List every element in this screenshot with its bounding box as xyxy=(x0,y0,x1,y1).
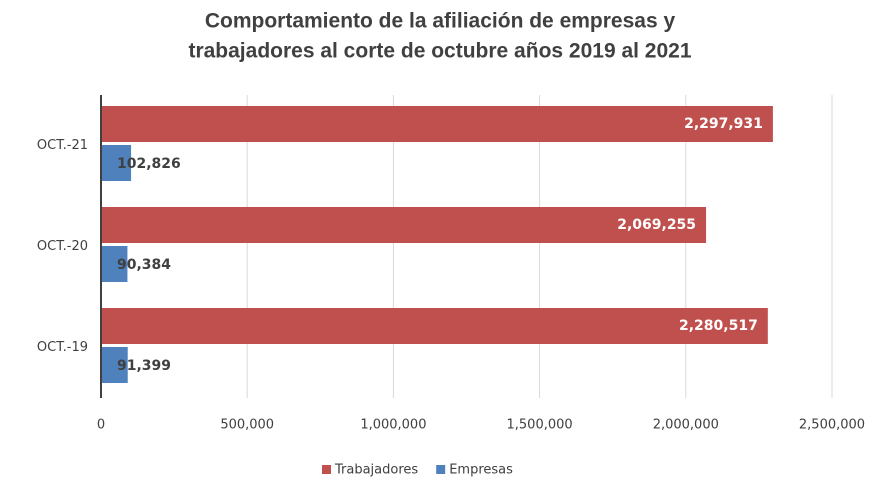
data-label: 2,297,931 xyxy=(684,116,763,132)
bar xyxy=(101,246,128,282)
bar xyxy=(101,106,773,142)
bar xyxy=(101,347,128,383)
x-tick-label: 0 xyxy=(97,418,105,433)
x-tick-label: 2,000,000 xyxy=(653,418,719,433)
legend-label: Trabajadores xyxy=(334,463,418,478)
data-label: 2,280,517 xyxy=(679,318,758,334)
legend-swatch xyxy=(436,465,446,474)
bar xyxy=(101,207,707,243)
chart-title: trabajadores al corte de octubre años 20… xyxy=(188,40,691,63)
y-tick-label: OCT.-20 xyxy=(37,239,88,254)
chart-title: Comportamiento de la afiliación de empre… xyxy=(205,10,676,33)
legend-label: Empresas xyxy=(449,463,513,478)
x-tick-label: 2,500,000 xyxy=(799,418,865,433)
bar xyxy=(101,145,132,181)
y-tick-label: OCT.-19 xyxy=(37,340,88,355)
x-tick-label: 1,000,000 xyxy=(360,418,426,433)
legend-swatch xyxy=(322,465,331,474)
data-label: 2,069,255 xyxy=(617,217,696,233)
y-tick-label: OCT.-21 xyxy=(37,138,88,153)
bar xyxy=(101,308,768,344)
data-label: 102,826 xyxy=(117,156,181,172)
data-label: 91,399 xyxy=(117,358,171,374)
data-label: 90,384 xyxy=(117,257,171,273)
x-tick-label: 500,000 xyxy=(220,418,274,433)
x-tick-label: 1,500,000 xyxy=(507,418,573,433)
